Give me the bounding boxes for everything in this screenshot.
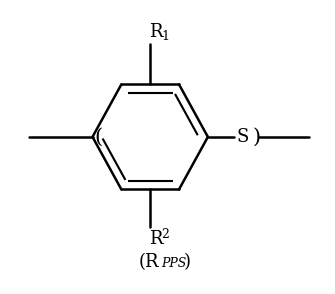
- Text: R: R: [149, 23, 162, 41]
- Text: (R: (R: [139, 253, 159, 271]
- Text: ): ): [253, 127, 261, 146]
- Text: ): ): [183, 253, 190, 271]
- Text: R: R: [149, 230, 162, 248]
- Text: 1: 1: [161, 30, 169, 43]
- Text: (: (: [94, 127, 102, 146]
- Text: 2: 2: [161, 228, 169, 241]
- Text: S: S: [237, 128, 249, 146]
- Text: PPS: PPS: [161, 257, 187, 270]
